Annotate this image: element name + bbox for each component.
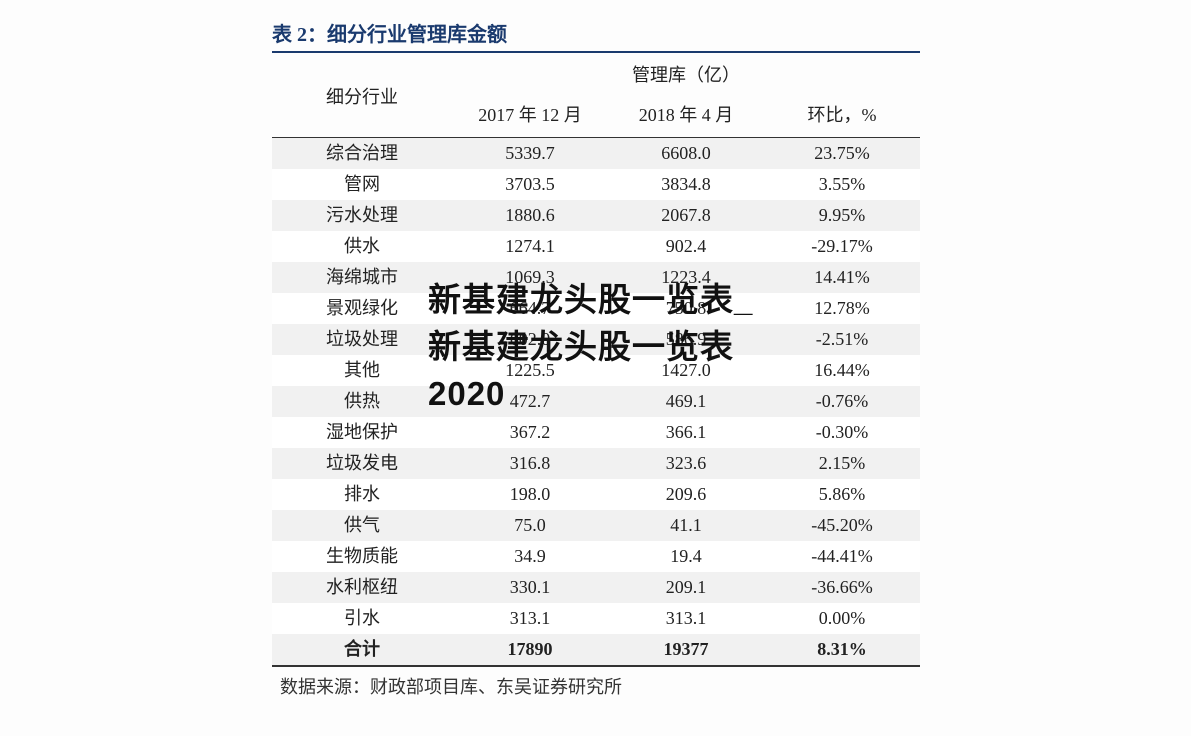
table-row: 污水处理1880.62067.89.95% bbox=[272, 200, 920, 231]
table-cell: 供气 bbox=[272, 510, 452, 541]
table-cell: 生物质能 bbox=[272, 541, 452, 572]
table-cell: 5.86% bbox=[764, 479, 920, 510]
table-cell: 198.0 bbox=[452, 479, 608, 510]
table-cell: 综合治理 bbox=[272, 138, 452, 170]
table-cell: 366.1 bbox=[608, 417, 764, 448]
table-cell: 19377 bbox=[608, 634, 764, 665]
table-row: 垃圾发电316.8323.62.15% bbox=[272, 448, 920, 479]
table-cell: 2.15% bbox=[764, 448, 920, 479]
table-row: 供气75.041.1-45.20% bbox=[272, 510, 920, 541]
table-cell: 3834.8 bbox=[608, 169, 764, 200]
table-row: 水利枢纽330.1209.1-36.66% bbox=[272, 572, 920, 603]
table-cell: -45.20% bbox=[764, 510, 920, 541]
table-row: 湿地保护367.2366.1-0.30% bbox=[272, 417, 920, 448]
table-cell: 313.1 bbox=[452, 603, 608, 634]
table-cell: 209.6 bbox=[608, 479, 764, 510]
table-cell: 12.78% bbox=[764, 293, 920, 324]
table-cell: 2067.8 bbox=[608, 200, 764, 231]
data-source: 数据来源：财政部项目库、东吴证券研究所 bbox=[272, 667, 920, 699]
table-row: 生物质能34.919.4-44.41% bbox=[272, 541, 920, 572]
table-cell: -2.51% bbox=[764, 324, 920, 355]
table-cell: 引水 bbox=[272, 603, 452, 634]
table-cell: 41.1 bbox=[608, 510, 764, 541]
table-row: 引水313.1313.10.00% bbox=[272, 603, 920, 634]
table-row-total: 合计17890193778.31% bbox=[272, 634, 920, 665]
table-cell: 1880.6 bbox=[452, 200, 608, 231]
table-cell: 湿地保护 bbox=[272, 417, 452, 448]
table-cell: 合计 bbox=[272, 634, 452, 665]
table-cell: 垃圾处理 bbox=[272, 324, 452, 355]
table-cell: -0.30% bbox=[764, 417, 920, 448]
table-cell: 0.00% bbox=[764, 603, 920, 634]
table-cell: 902.4 bbox=[608, 231, 764, 262]
table-head: 细分行业 管理库（亿） 2017 年 12 月 2018 年 4 月 环比，% bbox=[272, 53, 920, 138]
overlay-headline: 新基建龙头股一览表_新基建龙头股一览表2020 bbox=[428, 276, 764, 417]
table-cell: 75.0 bbox=[452, 510, 608, 541]
table-cell: 34.9 bbox=[452, 541, 608, 572]
table-cell: 323.6 bbox=[608, 448, 764, 479]
table-cell: -44.41% bbox=[764, 541, 920, 572]
table-cell: -29.17% bbox=[764, 231, 920, 262]
table-cell: -36.66% bbox=[764, 572, 920, 603]
table-cell: 供热 bbox=[272, 386, 452, 417]
table-cell: 排水 bbox=[272, 479, 452, 510]
table-title: 表 2：细分行业管理库金额 bbox=[272, 24, 507, 46]
table-cell: 330.1 bbox=[452, 572, 608, 603]
table-row: 供水1274.1902.4-29.17% bbox=[272, 231, 920, 262]
table-cell: 海绵城市 bbox=[272, 262, 452, 293]
table-cell: 景观绿化 bbox=[272, 293, 452, 324]
table-row: 管网3703.53834.83.55% bbox=[272, 169, 920, 200]
table-cell: 垃圾发电 bbox=[272, 448, 452, 479]
table-cell: 9.95% bbox=[764, 200, 920, 231]
table-cell: 23.75% bbox=[764, 138, 920, 170]
table-cell: 17890 bbox=[452, 634, 608, 665]
table-title-row: 表 2：细分行业管理库金额 bbox=[272, 18, 920, 53]
table-row: 排水198.0209.65.86% bbox=[272, 479, 920, 510]
table-cell: -0.76% bbox=[764, 386, 920, 417]
header-col-a: 2017 年 12 月 bbox=[452, 93, 608, 138]
table-cell: 313.1 bbox=[608, 603, 764, 634]
table-cell: 管网 bbox=[272, 169, 452, 200]
table-cell: 3703.5 bbox=[452, 169, 608, 200]
table-cell: 水利枢纽 bbox=[272, 572, 452, 603]
table-row: 综合治理5339.76608.023.75% bbox=[272, 138, 920, 170]
header-category: 细分行业 bbox=[272, 53, 452, 138]
table-cell: 污水处理 bbox=[272, 200, 452, 231]
header-group: 管理库（亿） bbox=[452, 53, 920, 93]
header-col-b: 2018 年 4 月 bbox=[608, 93, 764, 138]
table-cell: 316.8 bbox=[452, 448, 608, 479]
table-cell: 209.1 bbox=[608, 572, 764, 603]
table-cell: 8.31% bbox=[764, 634, 920, 665]
table-cell: 19.4 bbox=[608, 541, 764, 572]
table-cell: 1274.1 bbox=[452, 231, 608, 262]
header-col-c: 环比，% bbox=[764, 93, 920, 138]
table-cell: 其他 bbox=[272, 355, 452, 386]
table-cell: 5339.7 bbox=[452, 138, 608, 170]
table-cell: 6608.0 bbox=[608, 138, 764, 170]
table-cell: 16.44% bbox=[764, 355, 920, 386]
table-cell: 3.55% bbox=[764, 169, 920, 200]
table-cell: 367.2 bbox=[452, 417, 608, 448]
table-cell: 供水 bbox=[272, 231, 452, 262]
table-cell: 14.41% bbox=[764, 262, 920, 293]
